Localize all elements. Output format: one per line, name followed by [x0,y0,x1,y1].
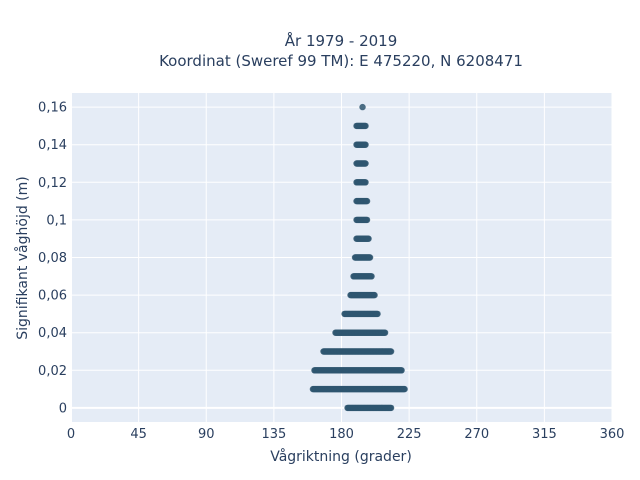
x-tick-label: 315 [532,427,557,442]
y-tick-label: 0,12 [38,176,67,191]
x-tick-label: 90 [198,427,215,442]
data-point [398,367,405,374]
y-tick-label: 0 [59,401,67,416]
data-point [374,310,381,318]
data-point [366,254,374,261]
data-point [387,404,395,412]
x-tick-label: 45 [130,427,147,442]
x-tick-label: 225 [397,427,422,442]
data-point [362,122,369,130]
points-layer [309,103,408,412]
y-tick-labels: 0 0,02 0,04 0,06 0,08 0,1 0,12 0,14 0,16 [38,101,67,417]
y-tick-label: 0,1 [46,213,67,228]
x-tick-label: 135 [261,427,286,442]
chart-title-line2: Koordinat (Sweref 99 TM): E 475220, N 62… [159,52,523,70]
y-tick-label: 0,14 [38,138,67,153]
y-axis-title: Signifikant våghöjd (m) [14,176,31,339]
chart-title-line1: År 1979 - 2019 [285,31,398,50]
data-point [401,385,408,393]
x-tick-labels: 0 45 90 135 180 225 270 315 360 [67,427,625,442]
x-tick-label: 360 [600,427,625,442]
y-tick-label: 0,08 [38,251,67,266]
y-tick-label: 0,06 [38,289,67,304]
y-tick-label: 0,02 [38,364,67,379]
data-point [362,179,369,186]
data-point [371,291,378,299]
x-tick-label: 180 [329,427,354,442]
data-point [381,329,389,336]
y-tick-label: 0,04 [38,326,67,341]
data-point [363,216,371,224]
data-point [359,103,366,111]
data-point [365,235,372,242]
data-point [362,160,369,167]
data-point [362,141,369,148]
data-point [387,348,395,355]
data-point [363,197,371,205]
x-tick-label: 0 [67,427,75,442]
x-axis-title: Vågriktning (grader) [270,448,412,465]
x-tick-label: 270 [464,427,489,442]
data-point [368,273,375,280]
y-tick-label: 0,16 [38,101,67,116]
